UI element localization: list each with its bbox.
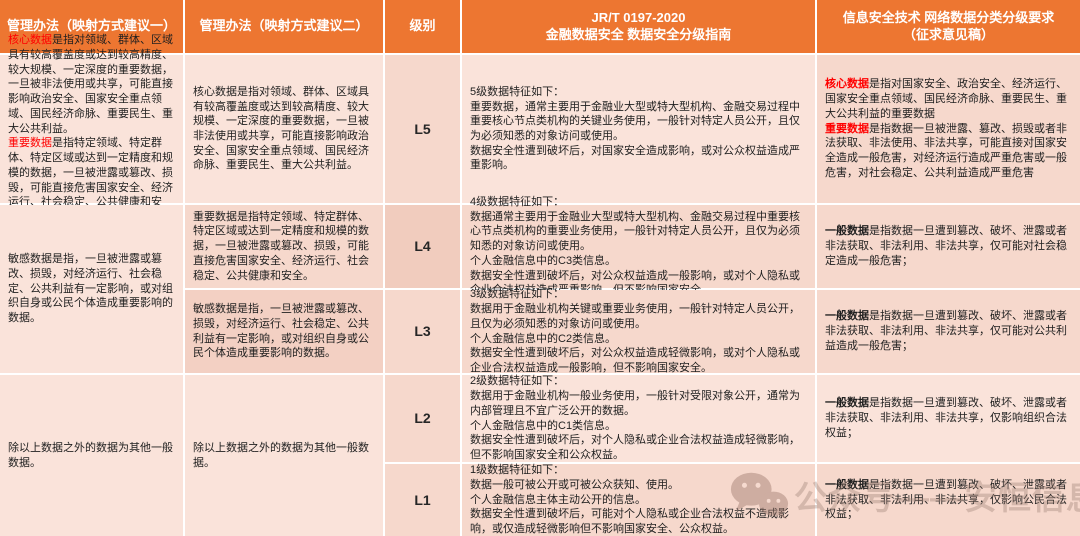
cell-network-level2: 一般数据是指数据一旦遭到篡改、破坏、泄露或者非法获取、非法利用、非法共享，仅影响… [817, 375, 1080, 462]
cell-jrt-level2: 2级数据特征如下： 数据用于金融业机构一般业务使用，一般针对受限对象公开，通常为… [462, 375, 815, 462]
definition-text: 是指数据一旦被泄露、篡改、损毁或者非法获取、非法使用、非法共享，可能直接对国家安… [825, 122, 1067, 179]
feature-line: 4级数据特征如下： [470, 195, 565, 208]
definition-general-data: 一般数据是指数据一旦遭到篡改、破坏、泄露或者非法获取、非法利用、非法共享，仅可能… [825, 224, 1072, 268]
term-core-data: 核心数据 [8, 34, 52, 47]
term-important-data: 重要数据 [825, 122, 869, 135]
header-label-line2: 金融数据安全 数据安全分级指南 [545, 26, 732, 42]
definition-core-data: 核心数据是指对领域、群体、区域具有较高覆盖度或达到较高精度、较大规模、一定深度的… [193, 85, 369, 172]
definition-core-data: 核心数据是指对领域、群体、区域具有较高覆盖度或达到较高精度、较大规模、一定深度的… [8, 33, 175, 136]
cell-method2-core: 核心数据是指对领域、群体、区域具有较高覆盖度或达到较高精度、较大规模、一定深度的… [185, 55, 383, 203]
term-general-data: 一般数据 [825, 478, 869, 491]
definition-text: 是指特定领域、特定群体、特定区域或达到一定精度和规模的数据，一旦被泄露或篡改、损… [8, 137, 173, 223]
cell-network-level1: 一般数据是指数据一旦遭到篡改、破坏、泄露或者非法获取、非法利用、非法共享，仅影响… [817, 464, 1080, 536]
level-badge-l1: L1 [385, 464, 460, 536]
cell-network-level5: 核心数据是指对国家安全、政治安全、经济运行、国家安全重点领域、国民经济命脉、重要… [817, 55, 1080, 203]
definition-text: 是指对领域、群体、区域具有较高覆盖度或达到较高精度、较大规模、一定深度的重要数据… [8, 34, 173, 135]
definition-core-data: 核心数据是指对国家安全、政治安全、经济运行、国家安全重点领域、国民经济命脉、重要… [825, 77, 1072, 121]
feature-line: 5级数据特征如下： [470, 85, 565, 98]
level-badge-l2: L2 [385, 375, 460, 462]
cell-method1-sensitive: 敏感数据是指，一旦被泄露或篡改、损毁，对经济运行、社会稳定、公共利益有一定影响，… [0, 205, 183, 373]
feature-line: 2级数据特征如下： [470, 375, 565, 388]
header-label-line1: JR/T 0197-2020 [591, 9, 686, 25]
header-label-line1: 信息安全技术 网络数据分类分级要求 [842, 9, 1055, 25]
feature-line: 数据安全性遭到破坏后，对国家安全造成影响，或对公众权益造成严重影响。 [470, 144, 800, 172]
definition-important-data: 重要数据是指数据一旦被泄露、篡改、损毁或者非法获取、非法使用、非法共享，可能直接… [825, 122, 1072, 181]
definition-general-data: 一般数据是指数据一旦遭到篡改、破坏、泄露或者非法获取、非法利用、非法共享，仅影响… [825, 478, 1072, 522]
definition-general-data: 除以上数据之外的数据为其他一般数据。 [8, 441, 173, 469]
header-method-suggestion-1: 管理办法（映射方式建议一） [0, 0, 183, 53]
feature-line: 数据通常主要用于金融业大型或特大型机构、金融交易过程中重要核心节点类机构的重要业… [470, 210, 800, 253]
header-level: 级别 [385, 0, 460, 53]
definition-important-data: 重要数据是指特定领域、特定群体、特定区域或达到一定精度和规模的数据，一旦被泄露或… [193, 210, 369, 282]
cell-network-level3: 一般数据是指数据一旦遭到篡改、破坏、泄露或者非法获取、非法利用、非法共享，仅可能… [817, 290, 1080, 373]
feature-line: 数据安全性遭到破坏后，对个人隐私或企业合法权益造成轻微影响，但不影响国家安全和公… [470, 434, 800, 461]
cell-jrt-level5: 5级数据特征如下： 重要数据，通常主要用于金融业大型或特大型机构、金融交易过程中… [462, 55, 815, 203]
feature-line: 1级数据特征如下： [470, 464, 565, 477]
term-core-data: 核心数据 [825, 78, 869, 91]
feature-line: 数据安全性遭到破坏后，对公众权益造成轻微影响，或对个人隐私或企业合法权益造成一般… [470, 347, 800, 374]
header-label: 管理办法（映射方式建议一） [6, 18, 176, 34]
term-important-data: 重要数据 [8, 137, 52, 150]
term-general-data: 一般数据 [825, 225, 869, 238]
definition-important-data: 重要数据是指特定领域、特定群体、特定区域或达到一定精度和规模的数据，一旦被泄露或… [8, 136, 175, 224]
definition-sensitive-data: 敏感数据是指，一旦被泄露或篡改、损毁，对经济运行、社会稳定、公共利益有一定影响，… [8, 253, 173, 325]
cell-method1-core-important: 核心数据是指对领域、群体、区域具有较高覆盖度或达到较高精度、较大规模、一定深度的… [0, 34, 183, 223]
header-label-line2: （征求意见稿） [902, 26, 994, 42]
header-label: 级别 [409, 18, 436, 34]
level-badge-l5: L5 [385, 55, 460, 203]
level-badge-l4: L4 [385, 205, 460, 288]
cell-method2-important: 重要数据是指特定领域、特定群体、特定区域或达到一定精度和规模的数据，一旦被泄露或… [185, 205, 383, 288]
feature-line: 个人金融信息中的C3类信息。 [470, 254, 617, 267]
definition-sensitive-data: 敏感数据是指，一旦被泄露或篡改、损毁，对经济运行、社会稳定、公共利益有一定影响，… [193, 303, 369, 360]
level-badge-l3: L3 [385, 290, 460, 373]
definition-general-data: 一般数据是指数据一旦遭到篡改、破坏、泄露或者非法获取、非法利用、非法共享，仅可能… [825, 309, 1072, 353]
feature-line: 数据安全性遭到破坏后，可能对个人隐私或企业合法权益不造成影响，或仅造成轻微影响但… [470, 508, 789, 536]
cell-network-level4: 一般数据是指数据一旦遭到篡改、破坏、泄露或者非法获取、非法利用、非法共享，仅可能… [817, 205, 1080, 288]
term-general-data: 一般数据 [825, 397, 869, 410]
feature-line: 3级数据特征如下： [470, 288, 565, 301]
header-method-suggestion-2: 管理办法（映射方式建议二） [185, 0, 383, 53]
cell-jrt-level1: 1级数据特征如下： 数据一般可被公开或可被公众获知、使用。 个人金融信息主体主动… [462, 464, 815, 536]
feature-line: 重要数据，通常主要用于金融业大型或特大型机构、金融交易过程中重要核心节点类机构的… [470, 100, 800, 142]
definition-text: 是指数据一旦遭到篡改、破坏、泄露或者非法获取、非法利用、非法共享，仅影响组织合法… [825, 397, 1067, 439]
feature-line: 个人金融信息主体主动公开的信息。 [470, 493, 646, 506]
definition-general-data: 除以上数据之外的数据为其他一般数据。 [193, 441, 369, 469]
definition-general-data: 一般数据是指数据一旦遭到篡改、破坏、泄露或者非法获取、非法利用、非法共享，仅影响… [825, 396, 1072, 440]
feature-line: 个人金融信息中的C1类信息。 [470, 419, 617, 432]
definition-text: 是指数据一旦遭到篡改、破坏、泄露或者非法获取、非法利用、非法共享，仅影响公民合法… [825, 478, 1067, 521]
feature-line: 数据一般可被公开或可被公众获知、使用。 [470, 478, 679, 491]
feature-line: 数据用于金融业机构一般业务使用，一般针对受限对象公开，通常为内部管理且不宜广泛公… [470, 390, 800, 417]
cell-method2-general: 除以上数据之外的数据为其他一般数据。 [185, 375, 383, 536]
cell-method1-general: 除以上数据之外的数据为其他一般数据。 [0, 375, 183, 536]
header-jrt-standard: JR/T 0197-2020 金融数据安全 数据安全分级指南 [462, 0, 815, 53]
header-label: 管理办法（映射方式建议二） [199, 18, 369, 34]
feature-line: 个人金融信息中的C2类信息。 [470, 332, 617, 345]
cell-method2-sensitive: 敏感数据是指，一旦被泄露或篡改、损毁，对经济运行、社会稳定、公共利益有一定影响，… [185, 290, 383, 373]
definition-text: 是指数据一旦遭到篡改、破坏、泄露或者非法获取、非法利用、非法共享，仅可能对公共利… [825, 310, 1067, 352]
feature-line: 数据用于金融业机构关键或重要业务使用，一般针对特定人员公开，且仅为必须知悉的对象… [470, 303, 800, 330]
header-network-data-standard: 信息安全技术 网络数据分类分级要求 （征求意见稿） [817, 0, 1080, 53]
definition-text: 是指对国家安全、政治安全、经济运行、国家安全重点领域、国民经济命脉、重要民生、重… [825, 78, 1067, 120]
cell-jrt-level4: 4级数据特征如下： 数据通常主要用于金融业大型或特大型机构、金融交易过程中重要核… [462, 196, 815, 296]
term-general-data: 一般数据 [825, 310, 869, 323]
cell-jrt-level3: 3级数据特征如下： 数据用于金融业机构关键或重要业务使用，一般针对特定人员公开，… [462, 288, 815, 374]
definition-text: 是指数据一旦遭到篡改、破坏、泄露或者非法获取、非法利用、非法共享，仅可能对社会稳… [825, 225, 1067, 267]
